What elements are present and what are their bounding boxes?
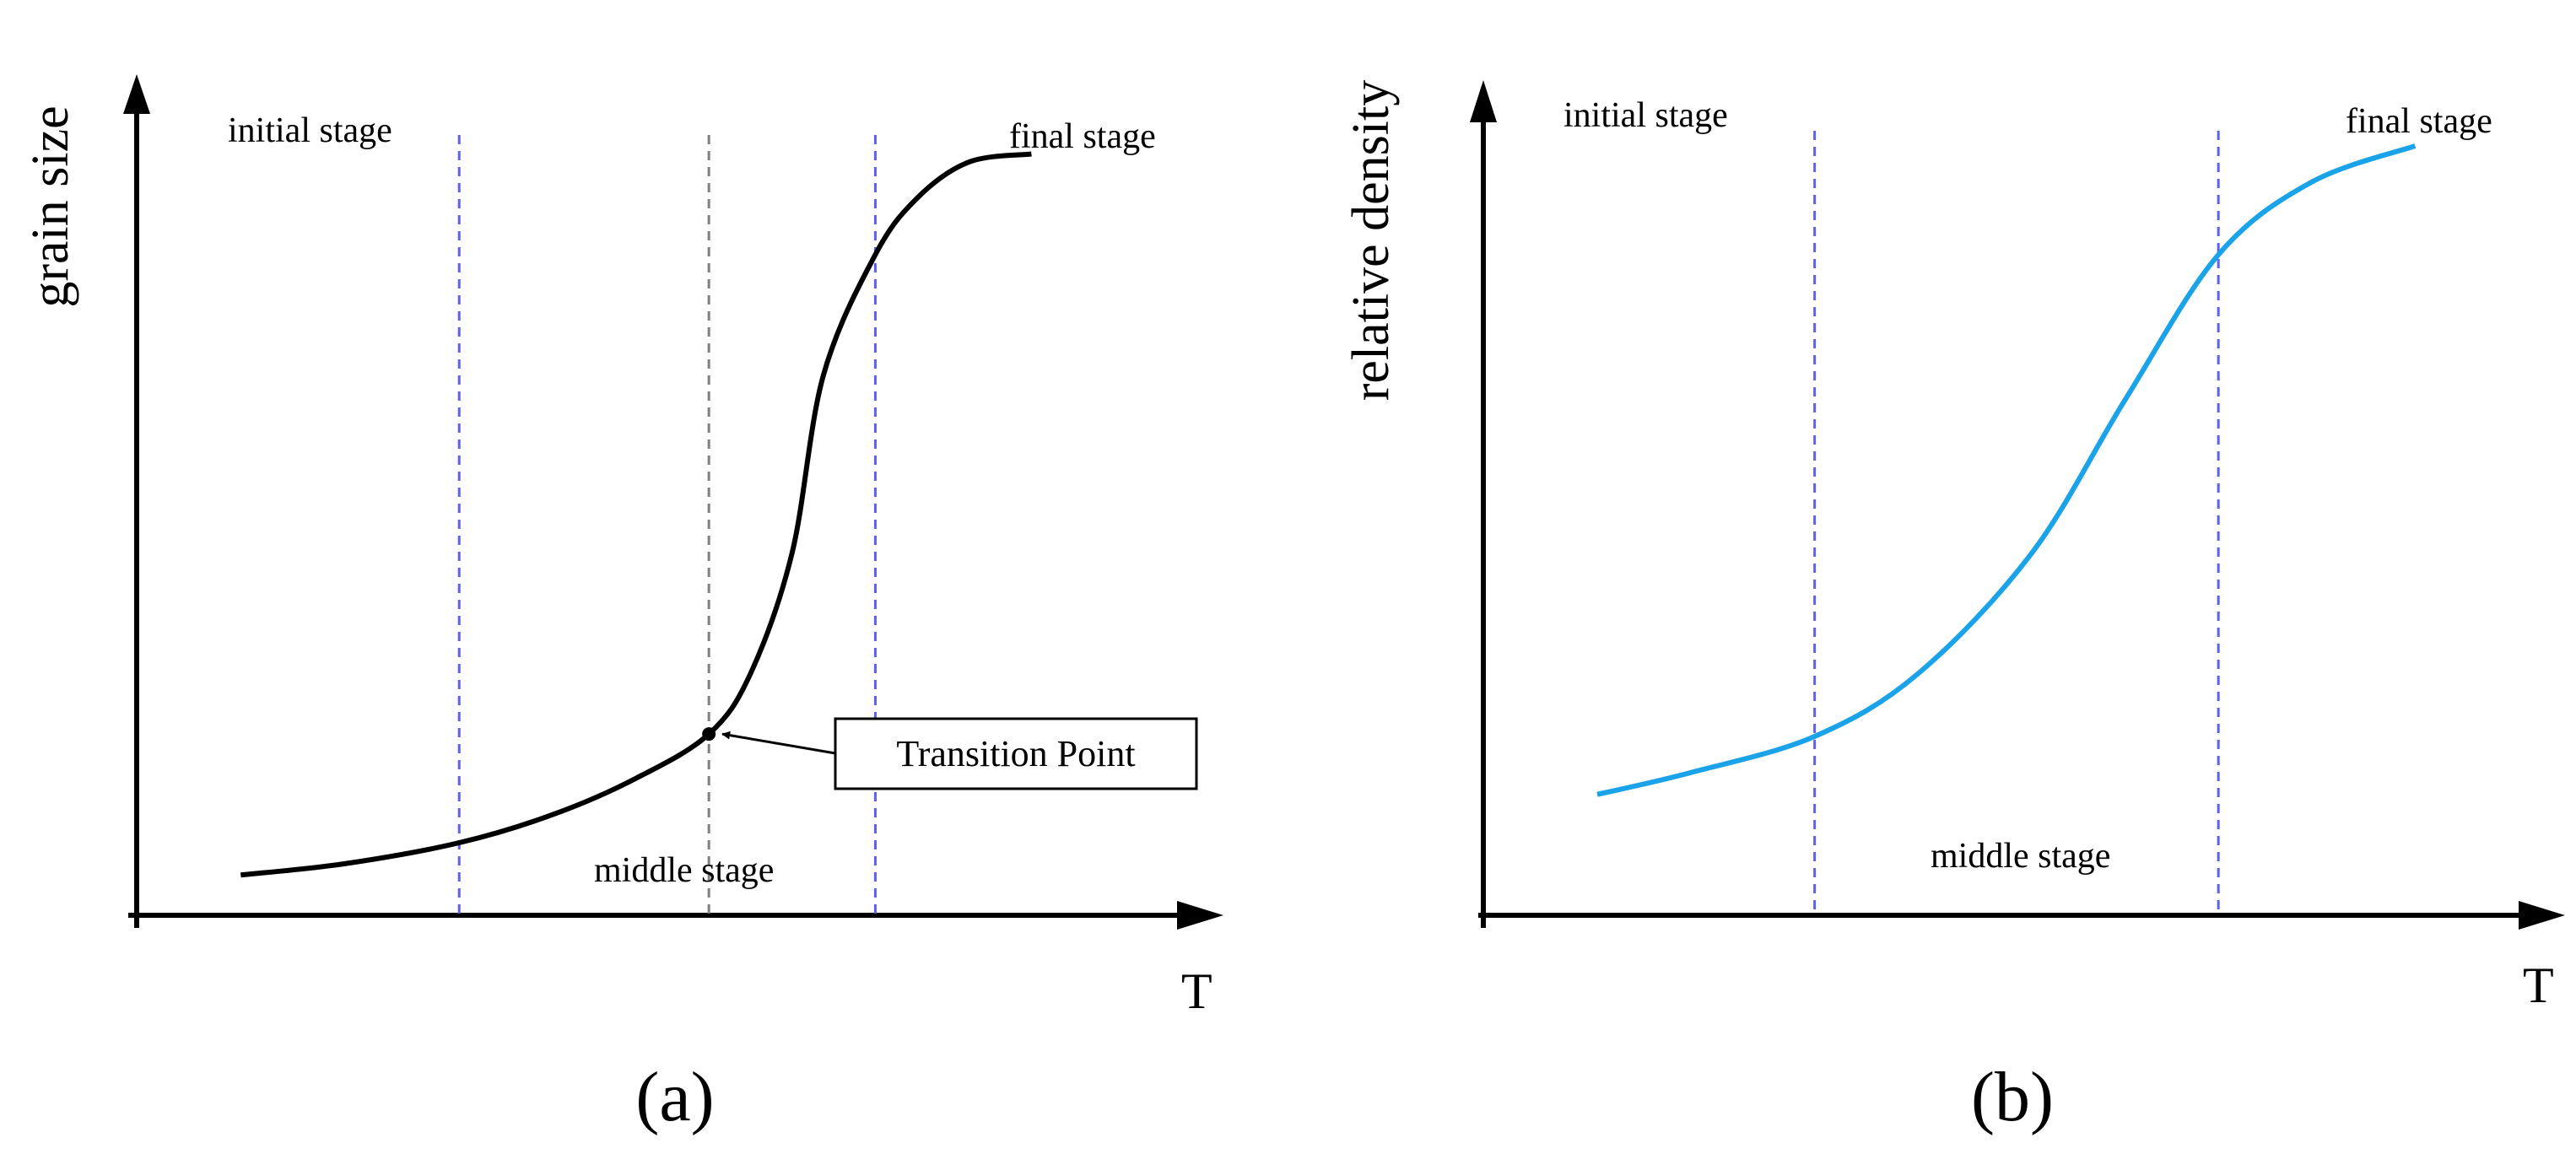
panel-b-initial-stage-label: initial stage (1563, 96, 1728, 135)
panel-a-axes (123, 74, 1223, 930)
panel-a-x-axis-label: T (1181, 963, 1212, 1019)
panel-b-final-stage-label: final stage (2346, 102, 2492, 141)
transition-point-marker (702, 727, 716, 741)
panel-b-stage-boundaries (1813, 131, 2220, 915)
transition-point-arrow (721, 731, 836, 755)
panel-b-axes (1470, 80, 2565, 930)
panel-a-x-arrow (1177, 901, 1223, 930)
panel-b: initial stage middle stage final stage r… (1342, 80, 2565, 1136)
transition-point-label: Transition Point (896, 733, 1135, 774)
panel-a-stage-boundaries (457, 135, 877, 915)
relative-density-curve (1596, 143, 2417, 797)
panel-a-initial-stage-label: initial stage (228, 111, 392, 150)
panel-a-y-arrow (123, 74, 150, 114)
panel-b-y-arrow (1470, 80, 1497, 122)
panel-b-middle-stage-label: middle stage (1931, 837, 2110, 876)
panel-a: Transition Point initial stage middle st… (22, 74, 1223, 1136)
panel-b-x-arrow (2519, 901, 2565, 930)
panel-b-x-axis-label: T (2523, 957, 2554, 1013)
panel-a-y-axis-label: grain size (22, 105, 79, 307)
transition-point-box (834, 717, 1198, 790)
panel-a-caption: (a) (635, 1058, 714, 1136)
panel-b-caption: (b) (1971, 1058, 2054, 1136)
panel-a-final-stage-label: final stage (1009, 117, 1156, 156)
panel-b-y-axis-label: relative density (1342, 80, 1400, 401)
grain-size-curve (240, 151, 1032, 878)
panel-a-middle-stage-label: middle stage (594, 851, 774, 890)
